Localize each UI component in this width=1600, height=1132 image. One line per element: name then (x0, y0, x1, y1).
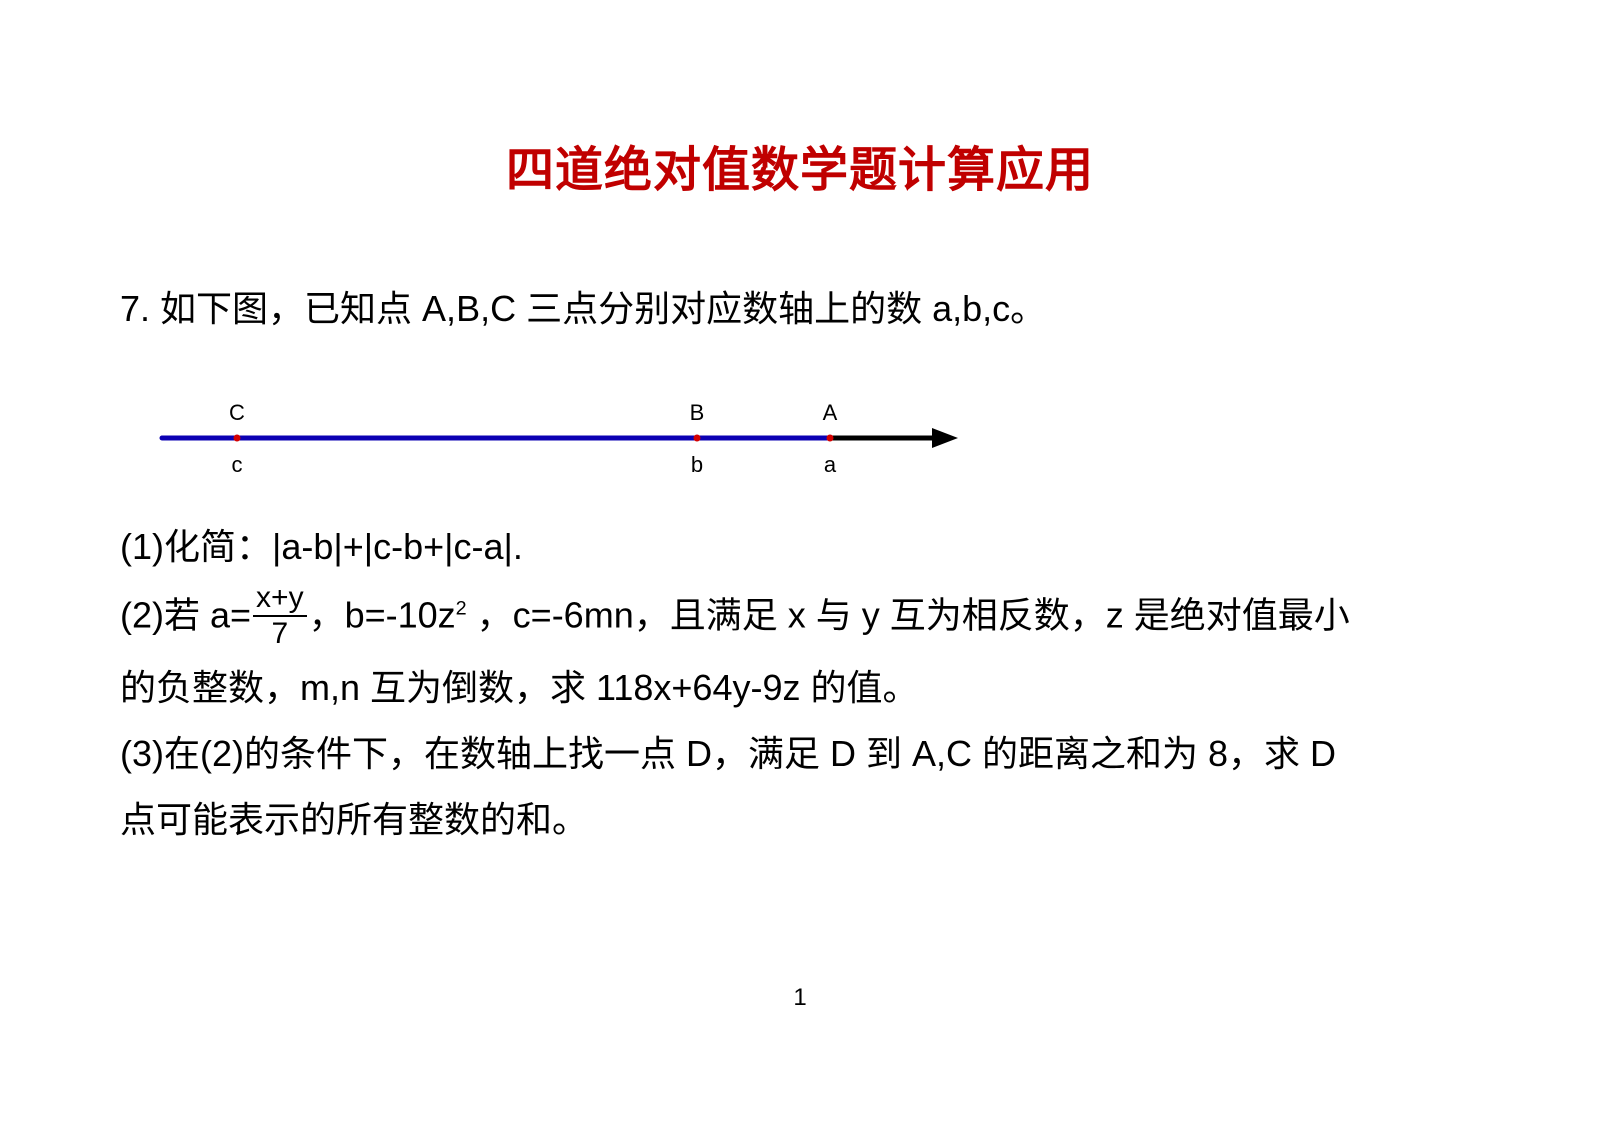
q2-mid-b: ，c=-6mn，且满足 x 与 y 互为相反数，z 是绝对值最小 (467, 594, 1350, 635)
svg-text:c: c (232, 452, 243, 477)
svg-text:B: B (690, 400, 705, 425)
watermark: Bai 经验 jingyan.baidu.com (1337, 1004, 1570, 1102)
watermark-url: jingyan.baidu.com (1337, 1076, 1570, 1102)
q2-prefix: (2)若 a= (120, 594, 251, 635)
svg-text:a: a (824, 452, 837, 477)
q2-frac-den: 7 (253, 617, 307, 649)
q2-superscript: 2 (456, 597, 467, 619)
number-line-diagram: Cc Bb Aa (142, 388, 962, 488)
q2-frac-num: x+y (253, 583, 307, 617)
page-title: 四道绝对值数学题计算应用 (120, 130, 1480, 200)
question-2-line2: 的负整数，m,n 互为倒数，求 118x+64y-9z 的值。 (120, 659, 1480, 717)
q2-fraction: x+y7 (253, 583, 307, 649)
svg-text:b: b (691, 452, 703, 477)
question-3-line2: 点可能表示的所有整数的和。 (120, 791, 1480, 849)
problem-intro-text: 如下图，已知点 A,B,C 三点分别对应数轴上的数 a,b,c。 (160, 288, 1046, 329)
q2-mid-a: ，b=-10z (309, 594, 456, 635)
svg-text:A: A (823, 400, 838, 425)
question-1: (1)化简：|a-b|+|c-b+|c-a|. (120, 518, 1480, 576)
page: 四道绝对值数学题计算应用 7. 如下图，已知点 A,B,C 三点分别对应数轴上的… (0, 0, 1600, 1132)
problem-number: 7. (120, 288, 150, 329)
svg-text:C: C (229, 400, 245, 425)
watermark-brand-a: Bai (1337, 1019, 1412, 1074)
question-2-line1: (2)若 a=x+y7，b=-10z2 ，c=-6mn，且满足 x 与 y 互为… (120, 585, 1480, 651)
watermark-brand-b: 经验 (1474, 1004, 1570, 1074)
question-3-line1: (3)在(2)的条件下，在数轴上找一点 D，满足 D 到 A,C 的距离之和为 … (120, 725, 1480, 783)
paw-icon (1418, 1024, 1468, 1074)
problem-body: 7. 如下图，已知点 A,B,C 三点分别对应数轴上的数 a,b,c。 Cc Bb… (120, 280, 1480, 850)
problem-intro: 7. 如下图，已知点 A,B,C 三点分别对应数轴上的数 a,b,c。 (120, 280, 1480, 338)
page-number: 1 (0, 984, 1600, 1012)
watermark-brand: Bai 经验 (1337, 1004, 1570, 1074)
